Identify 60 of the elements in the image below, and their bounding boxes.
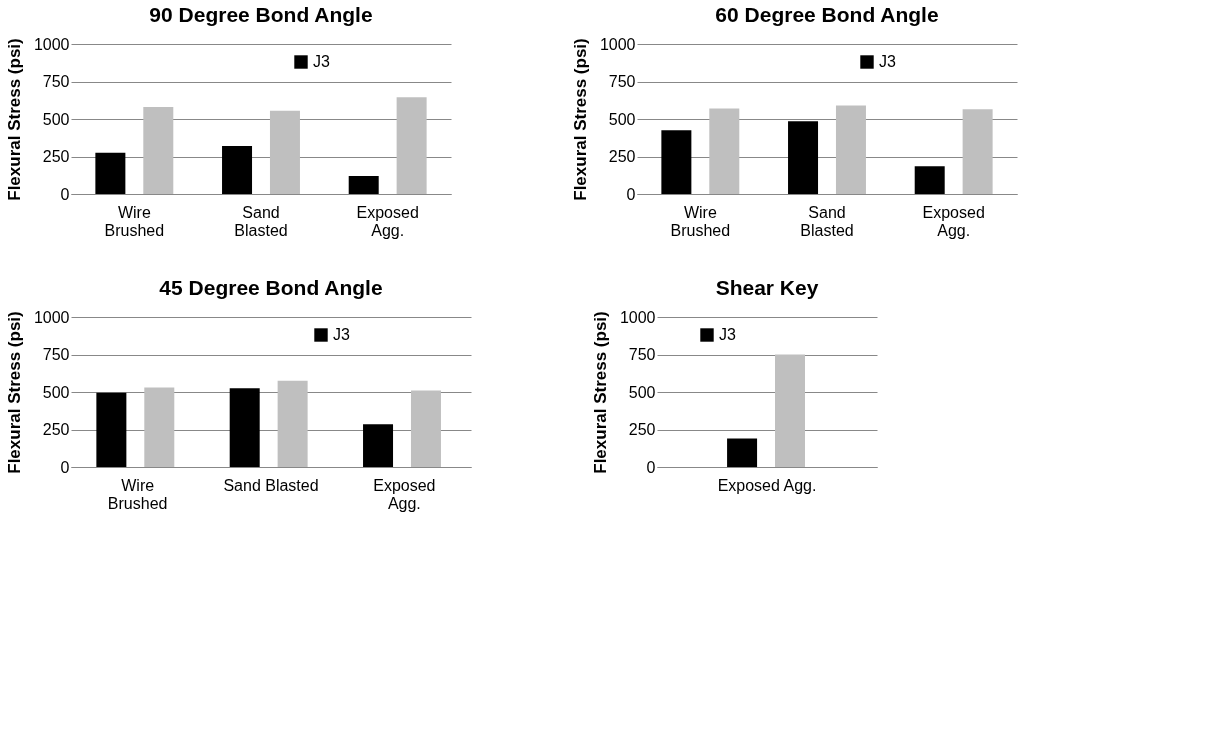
y-tick-label: 0 [626,185,636,203]
y-tick-label: 250 [42,421,70,438]
bar [229,388,260,467]
bar [410,390,441,467]
legend-label: J3 [719,326,736,343]
y-tick-label: 500 [42,110,70,128]
y-tick-label: 0 [60,458,70,476]
y-tick-label: 250 [608,148,636,165]
chart-title: Shear Key [715,276,819,299]
y-tick-label: 1000 [599,35,636,53]
bar [396,97,427,194]
y-tick-label: 1000 [33,35,70,53]
bar [962,109,993,194]
bar [269,110,300,194]
x-tick-label: Exposed Agg. [717,476,817,494]
bar [709,108,740,194]
y-tick-label: 0 [646,458,656,476]
x-tick-label: Exposed Agg. [922,203,985,239]
y-tick-label: 750 [628,346,656,363]
bar [277,380,308,467]
x-tick-label: Exposed Agg. [356,203,419,239]
bar [96,392,127,467]
y-tick-label: 1000 [619,308,656,326]
y-tick-label: 0 [60,185,70,203]
bar [914,166,945,194]
y-axis-title: Flexural Stress (psi) [590,311,610,474]
x-tick-label: Sand Blasted [800,203,854,239]
x-tick-label: Wire Brushed [104,203,165,239]
legend-label: J3 [879,53,896,70]
bar [661,130,692,194]
legend-label: J3 [333,326,350,343]
legend-label: J3 [313,53,330,70]
y-axis-title: Flexural Stress (psi) [4,311,24,474]
chart-title: 45 Degree Bond Angle [159,276,383,299]
y-tick-label: 750 [42,73,70,90]
bar [788,121,819,194]
bar [95,152,126,194]
bar [143,107,174,194]
y-tick-label: 500 [42,383,70,401]
y-tick-label: 750 [608,73,636,90]
y-axis-title: Flexural Stress (psi) [570,38,590,201]
y-tick-label: 500 [628,383,656,401]
x-tick-label: Wire Brushed [107,476,168,512]
y-tick-label: 1000 [33,308,70,326]
bar [363,424,394,467]
y-tick-label: 500 [608,110,636,128]
x-tick-label: Sand Blasted [234,203,288,239]
y-axis-title: Flexural Stress (psi) [4,38,24,201]
y-tick-label: 250 [42,148,70,165]
chart-title: 60 Degree Bond Angle [715,3,939,26]
y-tick-label: 750 [42,346,70,363]
x-tick-label: Exposed Agg. [373,476,436,512]
bar [144,387,175,467]
x-tick-label: Sand Blasted [223,476,319,494]
chart-title: 90 Degree Bond Angle [149,3,373,26]
y-tick-label: 250 [628,421,656,438]
x-tick-label: Wire Brushed [670,203,731,239]
bar [222,146,253,194]
bar [835,105,866,194]
bar [348,176,379,194]
